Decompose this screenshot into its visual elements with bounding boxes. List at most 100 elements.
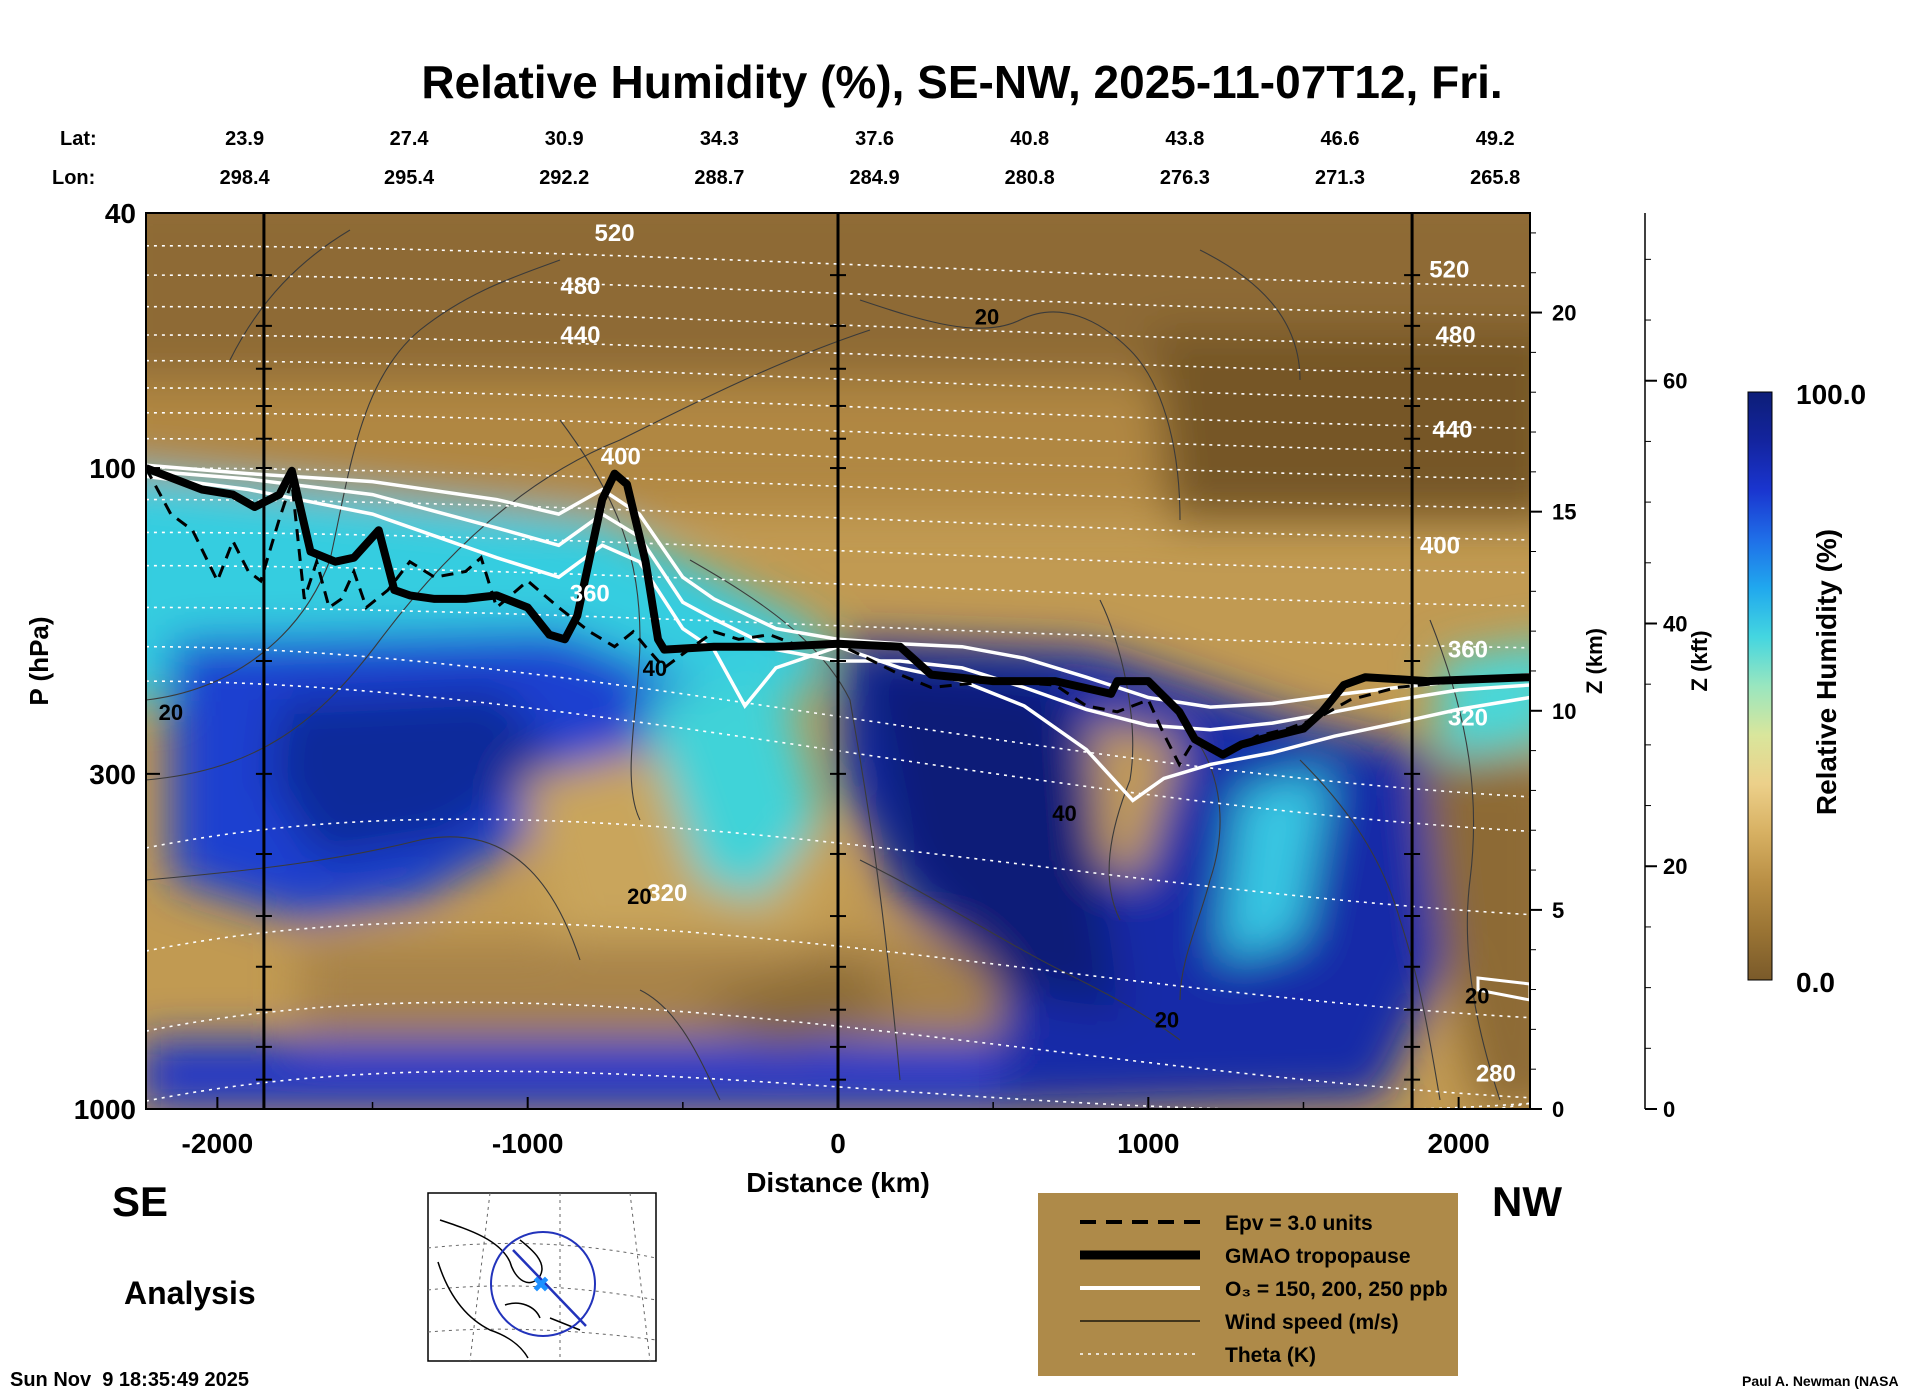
theta-line — [146, 437, 1530, 480]
z-km-tick-label: 20 — [1552, 301, 1576, 326]
lon-value: 292.2 — [539, 167, 589, 189]
lon-value: 280.8 — [1005, 167, 1055, 189]
y-tick-label: 40 — [105, 198, 136, 229]
locator-map-frame — [427, 1192, 657, 1362]
y-tick-label: 100 — [89, 453, 136, 484]
theta-line — [146, 680, 1530, 833]
theta-line — [146, 359, 1530, 402]
theta-label: 400 — [1420, 532, 1460, 559]
legend-label: Wind speed (m/s) — [1225, 1311, 1399, 1334]
theta-line — [146, 334, 1530, 377]
theta-line — [146, 564, 1530, 607]
theta-label: 320 — [647, 880, 687, 907]
z-kft-tick-label: 0 — [1663, 1097, 1675, 1122]
ozone-contour-250 — [146, 474, 1530, 803]
wind-label: 40 — [643, 656, 667, 681]
distance-axis: -2000 -1000 0 1000 2000 — [182, 1097, 1490, 1159]
z-km-axis: 0 5 10 15 20 — [1530, 232, 1576, 1122]
legend-box: Epv = 3.0 units GMAO tropopause O₃ = 150, … — [1038, 1193, 1458, 1376]
theta-line — [146, 467, 1530, 510]
lat-value: 27.4 — [390, 128, 430, 150]
lat-value: 46.6 — [1321, 128, 1360, 150]
colorbar-max-label: 100.0 — [1796, 379, 1866, 410]
y-tick-label: 300 — [89, 759, 136, 790]
nw-direction-label: NW — [1492, 1178, 1562, 1225]
wind-label: 40 — [1052, 801, 1076, 826]
wind-label: 20 — [159, 700, 183, 725]
theta-line — [146, 645, 1530, 798]
moist-strip-nw — [1440, 645, 1530, 760]
lat-value: 49.2 — [1476, 128, 1515, 150]
moist-lobe-nw — [1220, 770, 1330, 960]
colorbar-scale — [1747, 391, 1773, 981]
z-kft-tick-label: 20 — [1663, 854, 1687, 879]
moist-plume-center — [640, 670, 820, 900]
legend-label: Epv = 3.0 units — [1225, 1212, 1373, 1235]
wind-contour — [229, 229, 351, 361]
theta-label: 480 — [1436, 322, 1476, 349]
ozone-contour-200 — [146, 469, 1530, 732]
timestamp: Sun Nov 9 18:35:49 2025 — [10, 1369, 249, 1391]
z-km-tick-label: 5 — [1552, 898, 1564, 923]
x-tick-label: 0 — [830, 1128, 846, 1159]
wind-contour — [859, 299, 1181, 521]
epv-line — [146, 467, 1530, 768]
theta-label: 440 — [560, 322, 600, 349]
z-kft-tick-label: 60 — [1663, 369, 1687, 394]
lat-value: 43.8 — [1165, 128, 1204, 150]
lon-value: 276.3 — [1160, 167, 1210, 189]
wind-contour — [689, 559, 901, 1081]
z-kft-label: Z (kft) — [1687, 630, 1712, 691]
theta-label: 520 — [595, 220, 635, 247]
lat-label: Lat: — [60, 128, 97, 150]
theta-line — [146, 274, 1530, 317]
theta-label: 280 — [1476, 1060, 1516, 1087]
theta-label: 360 — [1448, 637, 1488, 664]
wind-contour — [1199, 249, 1301, 381]
lon-value: 295.4 — [384, 167, 435, 189]
theta-line — [146, 305, 1530, 348]
x-tick-label: -1000 — [492, 1128, 564, 1159]
wind-label: 20 — [1465, 983, 1489, 1008]
lon-value: 288.7 — [694, 167, 744, 189]
theta-line — [146, 412, 1530, 454]
wind-contour — [146, 836, 581, 961]
colorbar-title: Relative Humidity (%) — [1811, 529, 1842, 815]
map-section-line — [512, 1249, 587, 1327]
wind-contour — [1099, 599, 1134, 921]
x-tick-label: 1000 — [1117, 1128, 1179, 1159]
wind-contour — [859, 859, 1181, 1041]
colorbar-min-label: 0.0 — [1796, 967, 1835, 998]
lon-value: 284.9 — [850, 167, 900, 189]
theta-line — [146, 387, 1530, 430]
theta-label: 360 — [570, 581, 610, 608]
locator-map: ✖ — [427, 1192, 657, 1362]
analysis-label: Analysis — [124, 1275, 256, 1311]
dry-layer-lower — [300, 940, 1060, 1050]
lat-value: 30.9 — [545, 128, 584, 150]
wind-label: 20 — [975, 304, 999, 329]
deep-moist-core-se — [270, 690, 560, 860]
x-tick-label: 2000 — [1427, 1128, 1489, 1159]
theta-label: 400 — [601, 444, 641, 471]
lon-value: 265.8 — [1470, 167, 1520, 189]
lat-value: 23.9 — [225, 128, 264, 150]
wind-contour — [1179, 719, 1221, 1001]
wind-label: 20 — [1155, 1007, 1179, 1032]
lat-lon-readouts: 23.9 298.4 27.4 295.4 30.9 292.2 34.3 288.7 37.6… — [220, 128, 1521, 189]
moist-boundary-layer — [146, 1040, 1030, 1109]
z-kft-axis: 0 20 40 60 — [1644, 213, 1687, 1122]
legend-label: O₃ = 150, 200, 250 ppb — [1225, 1278, 1448, 1301]
y-tick-label: 1000 — [74, 1094, 136, 1125]
wind-contour — [639, 989, 721, 1101]
chart-title: Relative Humidity (%), SE-NW, 2025-11-07… — [421, 56, 1502, 108]
z-kft-tick-label: 40 — [1663, 611, 1687, 636]
lat-value: 40.8 — [1010, 128, 1049, 150]
z-km-tick-label: 10 — [1552, 699, 1576, 724]
theta-label: 440 — [1432, 416, 1472, 443]
z-km-tick-label: 15 — [1552, 500, 1576, 525]
wind-contour — [1429, 619, 1501, 1101]
lon-value: 271.3 — [1315, 167, 1365, 189]
map-coastline — [437, 1219, 581, 1359]
